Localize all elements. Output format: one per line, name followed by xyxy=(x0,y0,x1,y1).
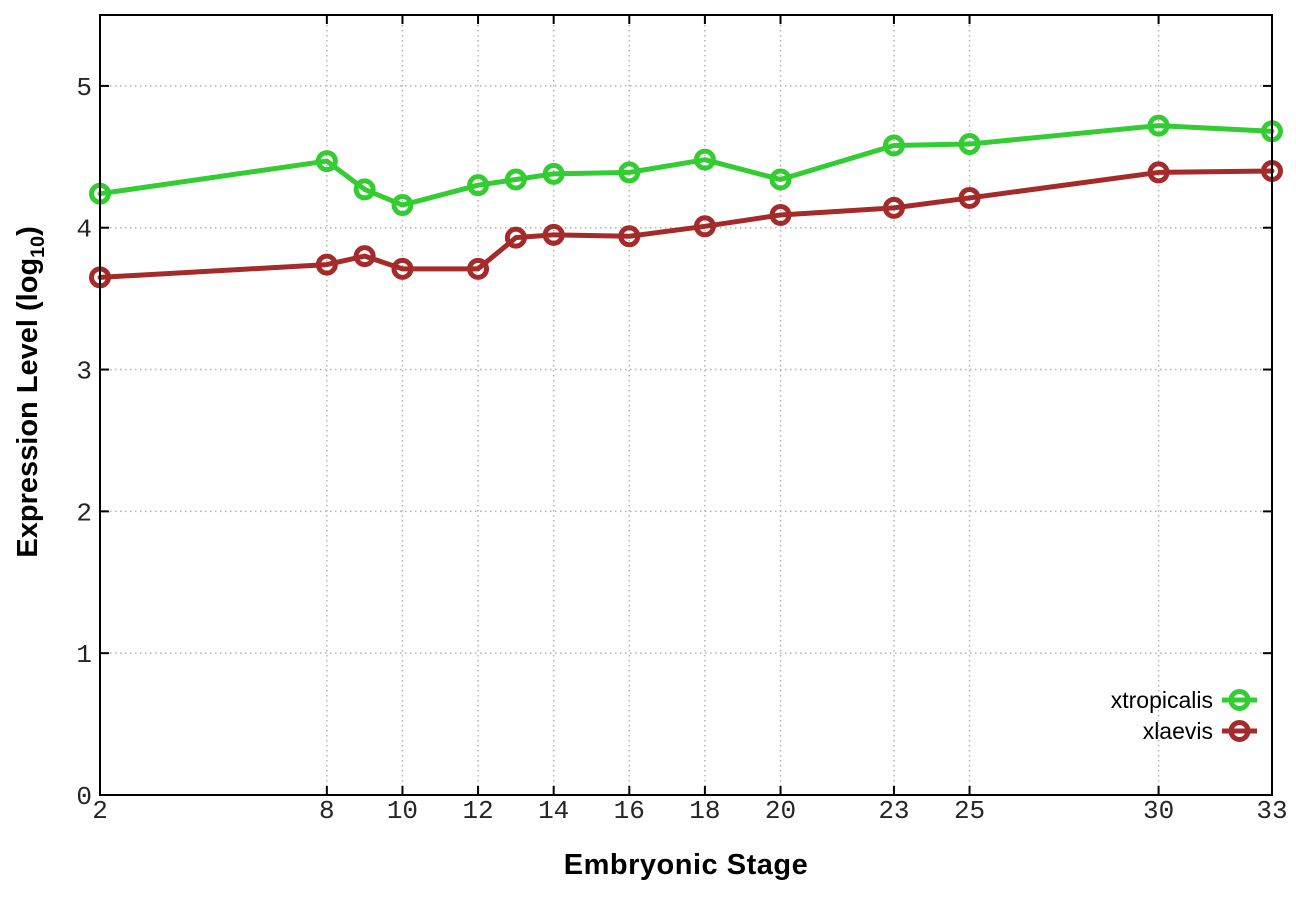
data-point-marker xyxy=(618,225,641,248)
data-point-marker xyxy=(618,161,641,184)
plot-border xyxy=(99,14,1273,796)
y-tick-label: 3 xyxy=(76,357,92,387)
x-tick-label: 30 xyxy=(1143,796,1174,826)
legend-item-xtropicalis: xtropicalis xyxy=(1111,687,1257,713)
y-axis-title: Expression Level (log10) xyxy=(12,162,50,622)
data-point-marker xyxy=(1147,114,1170,137)
y-tick-label: 4 xyxy=(76,215,92,245)
data-point-marker xyxy=(542,223,565,246)
data-point-marker xyxy=(769,203,792,226)
y-tick-labels: 0 1 2 3 4 5 xyxy=(76,73,92,812)
data-point-marker xyxy=(391,194,414,217)
data-point-marker xyxy=(504,226,527,249)
y-tick-label: 0 xyxy=(76,782,92,812)
y-tick-label: 1 xyxy=(76,640,92,670)
legend-marker-icon xyxy=(1222,720,1257,742)
x-tick-labels: 2 8 10 12 14 16 18 20 23 25 30 33 xyxy=(92,796,1287,826)
y-axis-title-subscript: 10 xyxy=(26,235,49,258)
x-tick-label: 2 xyxy=(92,796,108,826)
y-axis-title-text: Expression Level (log xyxy=(12,257,45,558)
y-tick-label: 2 xyxy=(76,498,92,528)
data-point-marker xyxy=(353,245,376,268)
legend-item-xlaevis: xlaevis xyxy=(1143,718,1257,744)
data-point-marker xyxy=(542,162,565,185)
x-tick-label: 18 xyxy=(689,796,720,826)
data-point-marker xyxy=(1147,161,1170,184)
data-point-marker xyxy=(958,186,981,209)
data-point-marker xyxy=(315,253,338,276)
x-tick-label: 10 xyxy=(387,796,418,826)
x-tick-label: 14 xyxy=(538,796,569,826)
axis-ticks xyxy=(99,15,1273,796)
data-point-marker xyxy=(504,168,527,191)
data-point-marker xyxy=(958,133,981,156)
chart-legend: xtropicalis xlaevis xyxy=(1111,687,1257,744)
data-point-marker xyxy=(882,134,905,157)
series-markers-xtropicalis xyxy=(89,114,1283,217)
y-axis-title-close: ) xyxy=(12,226,45,236)
x-tick-label: 33 xyxy=(1256,796,1287,826)
legend-label: xlaevis xyxy=(1143,718,1213,744)
data-point-marker xyxy=(769,168,792,191)
x-tick-label: 25 xyxy=(954,796,985,826)
data-point-marker xyxy=(882,196,905,219)
x-axis-title: Embryonic Stage xyxy=(563,849,809,881)
x-tick-label: 8 xyxy=(319,796,335,826)
data-point-marker xyxy=(315,150,338,173)
data-point-marker xyxy=(467,257,490,280)
y-tick-label: 5 xyxy=(76,73,92,103)
x-tick-label: 20 xyxy=(765,796,796,826)
series-xtropicalis xyxy=(89,114,1283,217)
x-tick-label: 12 xyxy=(462,796,493,826)
data-point-marker xyxy=(467,174,490,197)
data-point-marker xyxy=(353,178,376,201)
legend-label: xtropicalis xyxy=(1111,687,1213,713)
x-tick-label: 16 xyxy=(614,796,645,826)
data-point-marker xyxy=(693,148,716,171)
series-xlaevis xyxy=(89,160,1283,289)
data-point-marker xyxy=(391,257,414,280)
legend-marker-icon xyxy=(1222,689,1257,711)
data-point-marker xyxy=(693,215,716,238)
x-tick-label: 23 xyxy=(878,796,909,826)
